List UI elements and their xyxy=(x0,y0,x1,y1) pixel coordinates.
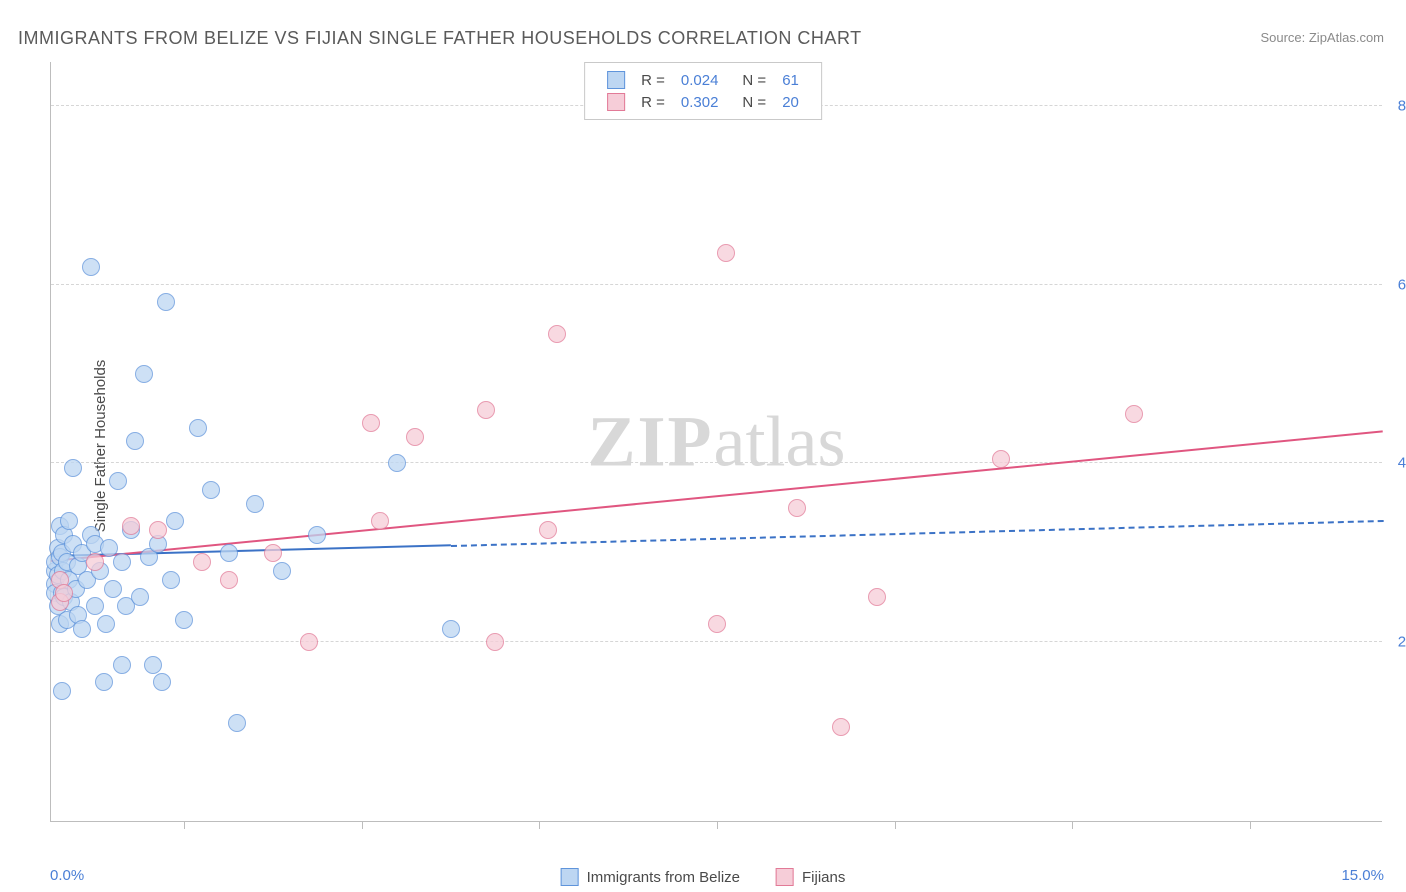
data-point-belize xyxy=(228,714,246,732)
watermark-light: atlas xyxy=(714,401,846,481)
data-point-belize xyxy=(153,673,171,691)
legend-r-value: 0.024 xyxy=(673,69,727,91)
data-point-belize xyxy=(53,682,71,700)
legend-swatch-fijians xyxy=(776,868,794,886)
data-point-fijians xyxy=(122,517,140,535)
x-tick xyxy=(362,821,363,829)
data-point-fijians xyxy=(193,553,211,571)
y-tick-label: 4.0% xyxy=(1388,455,1406,472)
legend-swatch-belize xyxy=(561,868,579,886)
data-point-belize xyxy=(246,495,264,513)
data-point-belize xyxy=(202,481,220,499)
x-axis-max-label: 15.0% xyxy=(1341,867,1384,884)
legend-r-label: R = xyxy=(633,91,673,113)
data-point-fijians xyxy=(868,588,886,606)
x-tick xyxy=(184,821,185,829)
series-legend: Immigrants from Belize Fijians xyxy=(561,868,846,886)
trend-line-dashed-belize xyxy=(451,519,1383,546)
data-point-belize xyxy=(189,419,207,437)
data-point-fijians xyxy=(149,521,167,539)
data-point-belize xyxy=(109,472,127,490)
gridline xyxy=(51,641,1382,642)
data-point-belize xyxy=(60,512,78,530)
data-point-belize xyxy=(135,365,153,383)
data-point-belize xyxy=(113,553,131,571)
data-point-belize xyxy=(104,580,122,598)
data-point-belize xyxy=(95,673,113,691)
legend-r-value: 0.302 xyxy=(673,91,727,113)
legend-n-value: 20 xyxy=(774,91,807,113)
legend-row-fijians: R =0.302N =20 xyxy=(599,91,807,113)
data-point-fijians xyxy=(362,414,380,432)
data-point-belize xyxy=(131,588,149,606)
x-tick xyxy=(1072,821,1073,829)
data-point-fijians xyxy=(992,450,1010,468)
x-tick xyxy=(717,821,718,829)
legend-swatch-fijians xyxy=(607,93,625,111)
data-point-fijians xyxy=(220,571,238,589)
data-point-belize xyxy=(388,454,406,472)
legend-n-label: N = xyxy=(726,91,774,113)
data-point-belize xyxy=(273,562,291,580)
legend-swatch-belize xyxy=(607,71,625,89)
legend-n-label: N = xyxy=(726,69,774,91)
data-point-belize xyxy=(86,597,104,615)
y-tick-label: 8.0% xyxy=(1388,97,1406,114)
data-point-fijians xyxy=(371,512,389,530)
source-attribution: Source: ZipAtlas.com xyxy=(1260,30,1384,45)
data-point-fijians xyxy=(539,521,557,539)
data-point-belize xyxy=(220,544,238,562)
data-point-fijians xyxy=(264,544,282,562)
legend-label: Fijians xyxy=(802,869,845,886)
y-tick-label: 6.0% xyxy=(1388,276,1406,293)
plot-area: ZIPatlas 2.0%4.0%6.0%8.0% xyxy=(50,62,1382,822)
chart-title: IMMIGRANTS FROM BELIZE VS FIJIAN SINGLE … xyxy=(18,28,862,49)
legend-item-belize: Immigrants from Belize xyxy=(561,868,740,886)
data-point-belize xyxy=(64,459,82,477)
data-point-belize xyxy=(97,615,115,633)
y-tick-label: 2.0% xyxy=(1388,634,1406,651)
data-point-belize xyxy=(175,611,193,629)
data-point-belize xyxy=(82,258,100,276)
legend-row-belize: R =0.024N =61 xyxy=(599,69,807,91)
data-point-belize xyxy=(73,620,91,638)
data-point-fijians xyxy=(486,633,504,651)
data-point-fijians xyxy=(1125,405,1143,423)
legend-label: Immigrants from Belize xyxy=(587,869,740,886)
data-point-fijians xyxy=(300,633,318,651)
watermark-bold: ZIP xyxy=(588,401,714,481)
data-point-fijians xyxy=(477,401,495,419)
data-point-belize xyxy=(113,656,131,674)
gridline xyxy=(51,462,1382,463)
legend-r-label: R = xyxy=(633,69,673,91)
data-point-fijians xyxy=(406,428,424,446)
data-point-fijians xyxy=(788,499,806,517)
data-point-belize xyxy=(126,432,144,450)
data-point-fijians xyxy=(548,325,566,343)
data-point-belize xyxy=(144,656,162,674)
data-point-fijians xyxy=(708,615,726,633)
data-point-belize xyxy=(308,526,326,544)
data-point-fijians xyxy=(832,718,850,736)
legend-item-fijians: Fijians xyxy=(776,868,845,886)
data-point-belize xyxy=(442,620,460,638)
x-tick xyxy=(539,821,540,829)
data-point-fijians xyxy=(55,584,73,602)
data-point-fijians xyxy=(86,553,104,571)
x-axis-min-label: 0.0% xyxy=(50,867,84,884)
data-point-belize xyxy=(162,571,180,589)
data-point-belize xyxy=(157,293,175,311)
correlation-legend: R =0.024N =61R =0.302N =20 xyxy=(584,62,822,120)
watermark: ZIPatlas xyxy=(588,400,846,483)
x-tick xyxy=(1250,821,1251,829)
legend-n-value: 61 xyxy=(774,69,807,91)
data-point-fijians xyxy=(717,244,735,262)
gridline xyxy=(51,284,1382,285)
x-tick xyxy=(895,821,896,829)
data-point-belize xyxy=(166,512,184,530)
